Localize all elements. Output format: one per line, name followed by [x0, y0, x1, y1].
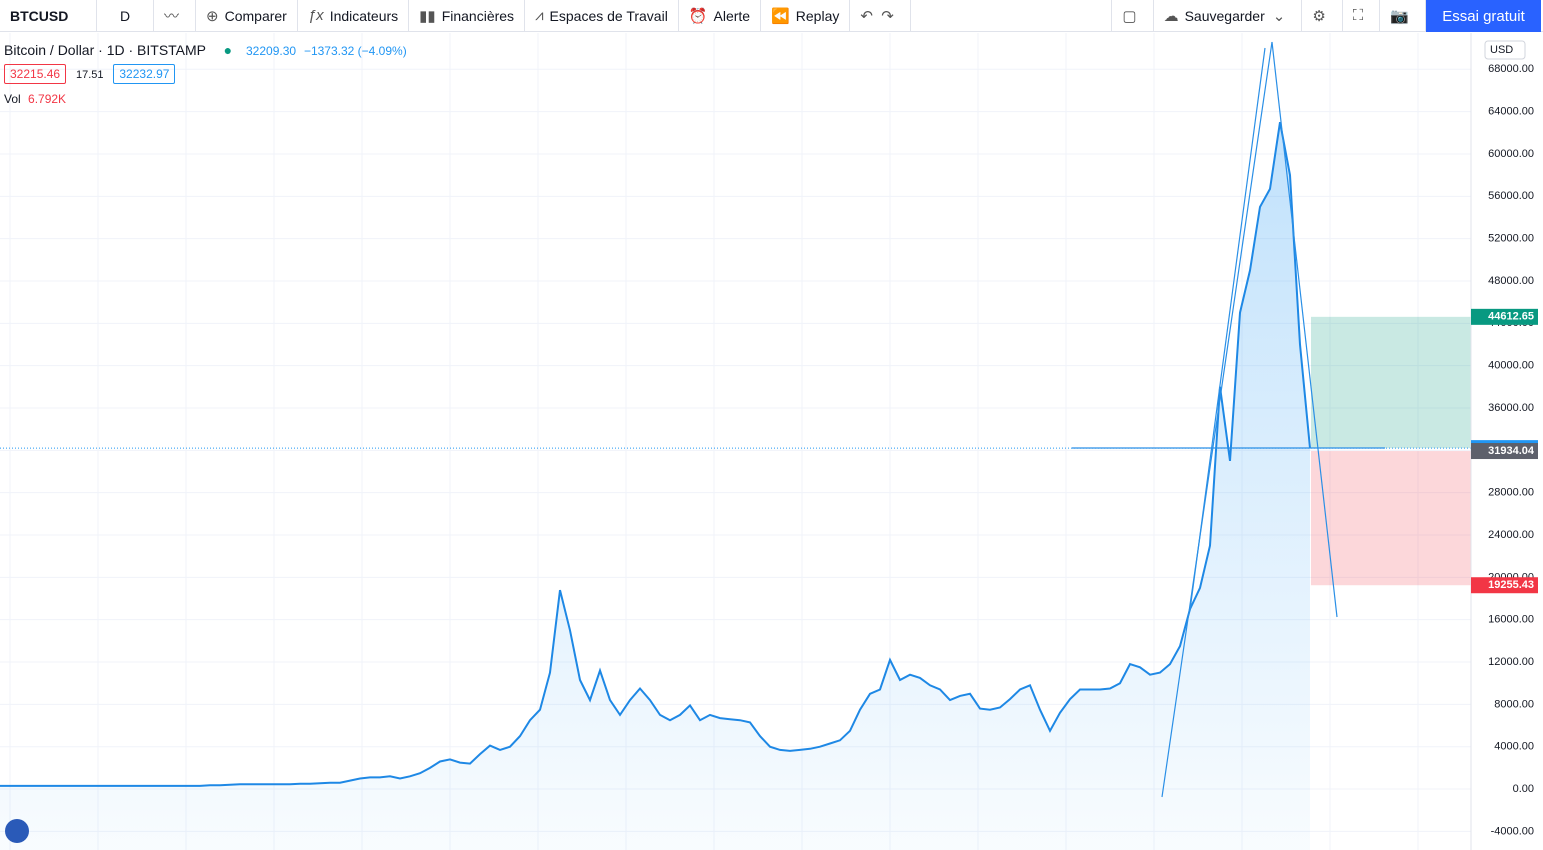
- price-badge: [1471, 577, 1538, 594]
- trend-line: [1189, 47, 1266, 611]
- loss-zone: [1311, 451, 1471, 586]
- compare[interactable]: ⊕ Comparer: [196, 0, 298, 32]
- price-badge: [1471, 443, 1538, 460]
- y-tick-label: 60000.00: [1488, 148, 1534, 160]
- replay[interactable]: ⏪ Replay: [761, 0, 851, 32]
- y-tick-label: 68000.00: [1488, 63, 1534, 75]
- label: Indicateurs: [329, 7, 399, 24]
- price-area: [0, 122, 1310, 850]
- settings[interactable]: ⚙: [1302, 0, 1343, 32]
- y-tick-label: -4000.00: [1491, 825, 1534, 837]
- alert[interactable]: ⏰ Alerte: [679, 0, 762, 32]
- undo-redo[interactable]: ↶ ↷: [850, 0, 911, 32]
- y-tick-label: 52000.00: [1488, 233, 1534, 245]
- y-tick-label: 12000.00: [1488, 656, 1534, 668]
- label: Alerte: [713, 7, 751, 24]
- save[interactable]: ☁ Sauvegarder ⌄: [1154, 0, 1303, 32]
- price-badge-label: 19255.43: [1488, 579, 1534, 591]
- y-tick-label: 0.00: [1513, 783, 1534, 795]
- y-tick-label: 64000.00: [1488, 106, 1534, 118]
- cta-button[interactable]: Essai gratuit: [1426, 0, 1541, 32]
- price-line: [0, 122, 1311, 787]
- drawings: [1072, 41, 1385, 798]
- y-tick-label: 4000.00: [1494, 741, 1534, 753]
- currency-button[interactable]: [1484, 40, 1526, 60]
- y-tick-label: 8000.00: [1494, 698, 1534, 710]
- vol-label: Vol: [4, 92, 21, 106]
- y-tick-label: 56000.00: [1488, 190, 1534, 202]
- change: −1373.32 (−4.09%): [303, 44, 407, 58]
- price-badge-label: 44612.65: [1488, 311, 1534, 323]
- spread: 17.51: [75, 69, 104, 81]
- y-tick-label: 28000.00: [1488, 487, 1534, 499]
- symbol[interactable]: BTCUSD: [0, 0, 97, 32]
- label: Replay: [795, 7, 840, 24]
- expand[interactable]: ⛶: [1343, 0, 1381, 32]
- trend-line: [1161, 41, 1273, 798]
- fullscreen-box[interactable]: ▢: [1111, 0, 1154, 32]
- label: Comparer: [224, 7, 287, 24]
- price-badge: [1471, 308, 1538, 325]
- y-tick-label: 16000.00: [1488, 614, 1534, 626]
- y-tick-label: 24000.00: [1488, 529, 1534, 541]
- trend-line: [1271, 41, 1338, 618]
- y-tick-label: 36000.00: [1488, 402, 1534, 414]
- toolbar: BTCUSD D 〰 ⊕ Comparer ƒx Indicateurs ▮▮ Fin…: [0, 0, 1543, 32]
- label: Espaces de Travail: [549, 7, 668, 24]
- label: Financières: [441, 7, 515, 24]
- bid: 32215.46: [4, 64, 67, 84]
- chart-style[interactable]: 〰: [154, 0, 197, 32]
- y-tick-label: 48000.00: [1488, 275, 1534, 287]
- layouts[interactable]: ⩘ Espaces de Travail: [525, 0, 679, 32]
- snapshot[interactable]: 📷: [1380, 0, 1426, 32]
- ask: 32232.97: [113, 64, 176, 84]
- logo: [5, 819, 29, 843]
- indicators[interactable]: ƒx Indicateurs: [298, 0, 410, 32]
- y-tick-label: 40000.00: [1488, 360, 1534, 372]
- interval[interactable]: D: [97, 0, 154, 32]
- currency: USD: [1490, 44, 1513, 56]
- profit-zone: [1311, 316, 1471, 449]
- label: Sauvegarder: [1184, 7, 1265, 24]
- price-badge-label: 31934.04: [1488, 445, 1535, 457]
- financials[interactable]: ▮▮ Financières: [409, 0, 526, 32]
- legend: Bitcoin / Dollar · 1D · BITSTAMP ● 32209…: [4, 42, 407, 106]
- symbol-title: Bitcoin / Dollar · 1D · BITSTAMP: [4, 42, 206, 58]
- vol-value: 6.792K: [28, 92, 67, 106]
- last-price: 32209.30: [246, 44, 297, 58]
